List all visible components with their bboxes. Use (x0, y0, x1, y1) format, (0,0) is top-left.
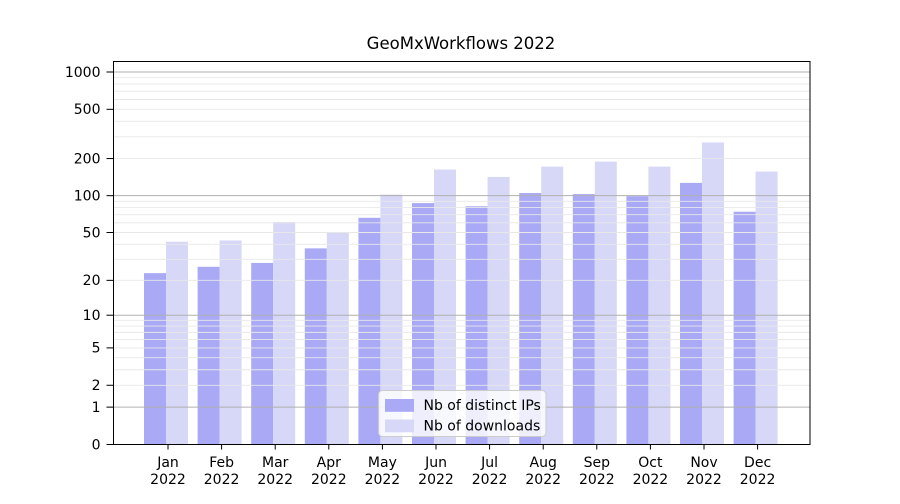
bar-ips-aug (519, 193, 542, 445)
legend-label: Nb of distinct IPs (424, 398, 541, 414)
y-tick-label: 1000 (65, 65, 101, 81)
bar-ips-nov (680, 182, 702, 445)
x-tick-label: Jan 2022 (150, 455, 186, 488)
legend-label: Nb of downloads (424, 419, 541, 435)
legend-box (378, 390, 547, 437)
bar-ips-may (358, 217, 381, 445)
x-tick-label: May 2022 (365, 455, 401, 488)
x-tick-label: Aug 2022 (525, 455, 561, 488)
bar-downloads-jun (434, 169, 456, 445)
bar-downloads-feb (219, 240, 242, 445)
bar-ips-jan (144, 273, 166, 445)
legend-swatch-downloads (385, 419, 414, 433)
x-tick-label: Feb 2022 (204, 455, 240, 488)
bar-ips-dec (733, 211, 756, 445)
plot-border (113, 61, 811, 445)
bar-downloads-dec (755, 171, 778, 445)
bar-ips-feb (197, 266, 220, 445)
y-tick-label: 1 (92, 400, 101, 416)
bar-downloads-nov (702, 142, 724, 445)
x-tick-label: Apr 2022 (311, 455, 347, 488)
bar-ips-apr (304, 248, 327, 445)
bar-ips-sep (572, 194, 595, 445)
x-tick-label: Sep 2022 (579, 455, 615, 488)
legend: Nb of distinct IPs Nb of downloads (378, 390, 547, 437)
bar-downloads-sep (594, 161, 617, 445)
y-tick-label: 5 (92, 341, 101, 357)
grid-layer (113, 71, 810, 408)
x-tick-label: Nov 2022 (686, 455, 722, 488)
bar-downloads-may (380, 194, 403, 445)
bar-ips-jun (412, 203, 434, 445)
y-tick-label: 10 (83, 308, 101, 324)
y-tick-label: 0 (92, 437, 101, 453)
y-tick-label: 100 (74, 188, 101, 204)
bar-downloads-jan (166, 241, 188, 445)
y-tick-label: 2 (92, 378, 101, 394)
x-tick-label: Jul 2022 (472, 455, 508, 488)
y-tick-label: 50 (83, 225, 101, 241)
chart-title: GeoMxWorkflows 2022 (367, 34, 556, 53)
axes-layer: 0 1 2 5 10 20 50 100 200 500 1000 Jan 2022 Feb 2022 Mar… (65, 61, 811, 488)
x-tick-label: Oct 2022 (633, 455, 669, 488)
bar-downloads-oct (648, 166, 671, 445)
legend-swatch-ips (385, 399, 414, 412)
x-tick-label: Mar 2022 (257, 455, 293, 488)
bar-downloads-aug (541, 166, 564, 445)
x-tick-label: Dec 2022 (740, 455, 776, 488)
bar-ips-mar (251, 262, 274, 445)
y-tick-label: 200 (74, 151, 101, 167)
bar-downloads-apr (326, 232, 349, 445)
bar-downloads-mar (273, 221, 296, 445)
y-tick-label: 500 (74, 102, 101, 118)
y-tick-label: 20 (83, 273, 101, 289)
bar-downloads-jul (487, 176, 510, 445)
x-tick-label: Jun 2022 (418, 455, 454, 488)
